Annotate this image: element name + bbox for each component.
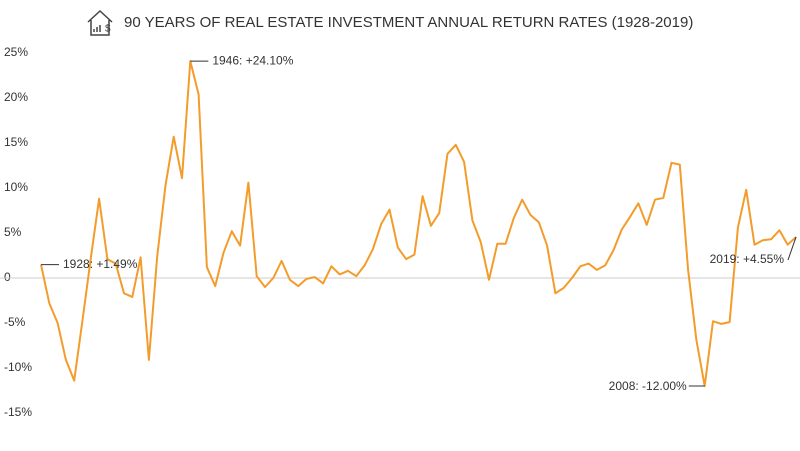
data-line — [40, 60, 797, 387]
y-tick-label: -5% — [4, 315, 26, 329]
data-label: 2019: +4.55% — [710, 252, 785, 266]
y-tick-label: 5% — [4, 225, 22, 239]
y-tick-label: -15% — [4, 405, 32, 419]
chart-title: 90 YEARS OF REAL ESTATE INVESTMENT ANNUA… — [124, 14, 693, 31]
y-tick-label: 0 — [4, 270, 11, 284]
data-label: 1946: +24.10% — [212, 53, 293, 67]
data-label: 1928: +1.49% — [63, 257, 138, 271]
title-icon: $ — [87, 9, 113, 36]
y-tick-label: 25% — [4, 45, 28, 59]
svg-text:$: $ — [105, 24, 111, 35]
y-tick-label: 15% — [4, 135, 28, 149]
annotation-leader — [787, 236, 797, 261]
y-tick-label: 20% — [4, 90, 28, 104]
data-label: 2008: -12.00% — [609, 379, 687, 393]
y-tick-label: 10% — [4, 180, 28, 194]
y-tick-label: -10% — [4, 360, 32, 374]
